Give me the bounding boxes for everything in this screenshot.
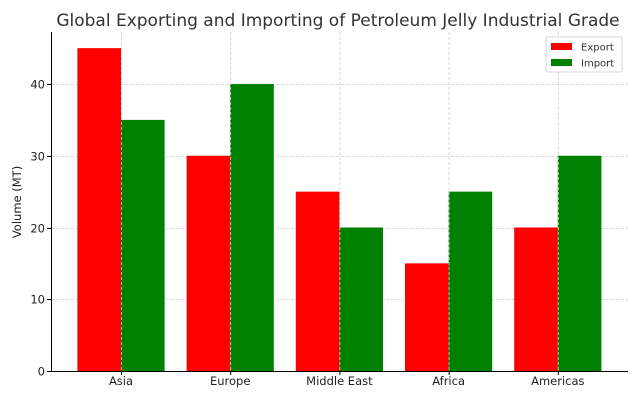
x-tick-label: Africa xyxy=(432,374,465,388)
legend: Export Import xyxy=(545,36,623,73)
chart-title: Global Exporting and Importing of Petrol… xyxy=(56,11,619,31)
y-tick-label: 10 xyxy=(30,293,45,307)
legend-swatch-import xyxy=(551,59,572,66)
legend-label-import: Import xyxy=(581,59,614,70)
bar-import xyxy=(339,227,383,371)
bar-export xyxy=(295,191,340,371)
x-tick-label: Middle East xyxy=(306,374,373,388)
x-tick-label: Europe xyxy=(210,374,250,388)
bar-export xyxy=(405,263,449,371)
bars xyxy=(77,32,602,372)
y-tick-label: 40 xyxy=(30,78,45,92)
bar-export xyxy=(186,155,231,371)
y-tick-label: 30 xyxy=(30,150,45,164)
legend-swatch-export xyxy=(551,43,572,50)
bar-import xyxy=(121,119,165,371)
y-tick-label: 20 xyxy=(30,222,45,236)
legend-label-export: Export xyxy=(581,43,614,54)
bar-import xyxy=(557,155,602,371)
bar-export xyxy=(514,227,558,371)
x-axis-ticks: Asia Europe Middle East Africa Americas xyxy=(109,371,585,388)
x-tick-label: Asia xyxy=(109,374,133,388)
y-tick-label: 0 xyxy=(38,365,45,379)
y-axis-ticks: 0 10 20 30 40 xyxy=(30,78,51,379)
bar-export xyxy=(77,48,121,372)
bar-import xyxy=(230,84,274,372)
x-tick-label: Americas xyxy=(531,374,584,388)
bar-import xyxy=(448,191,493,371)
y-axis-label: Volume (MT) xyxy=(10,166,24,238)
